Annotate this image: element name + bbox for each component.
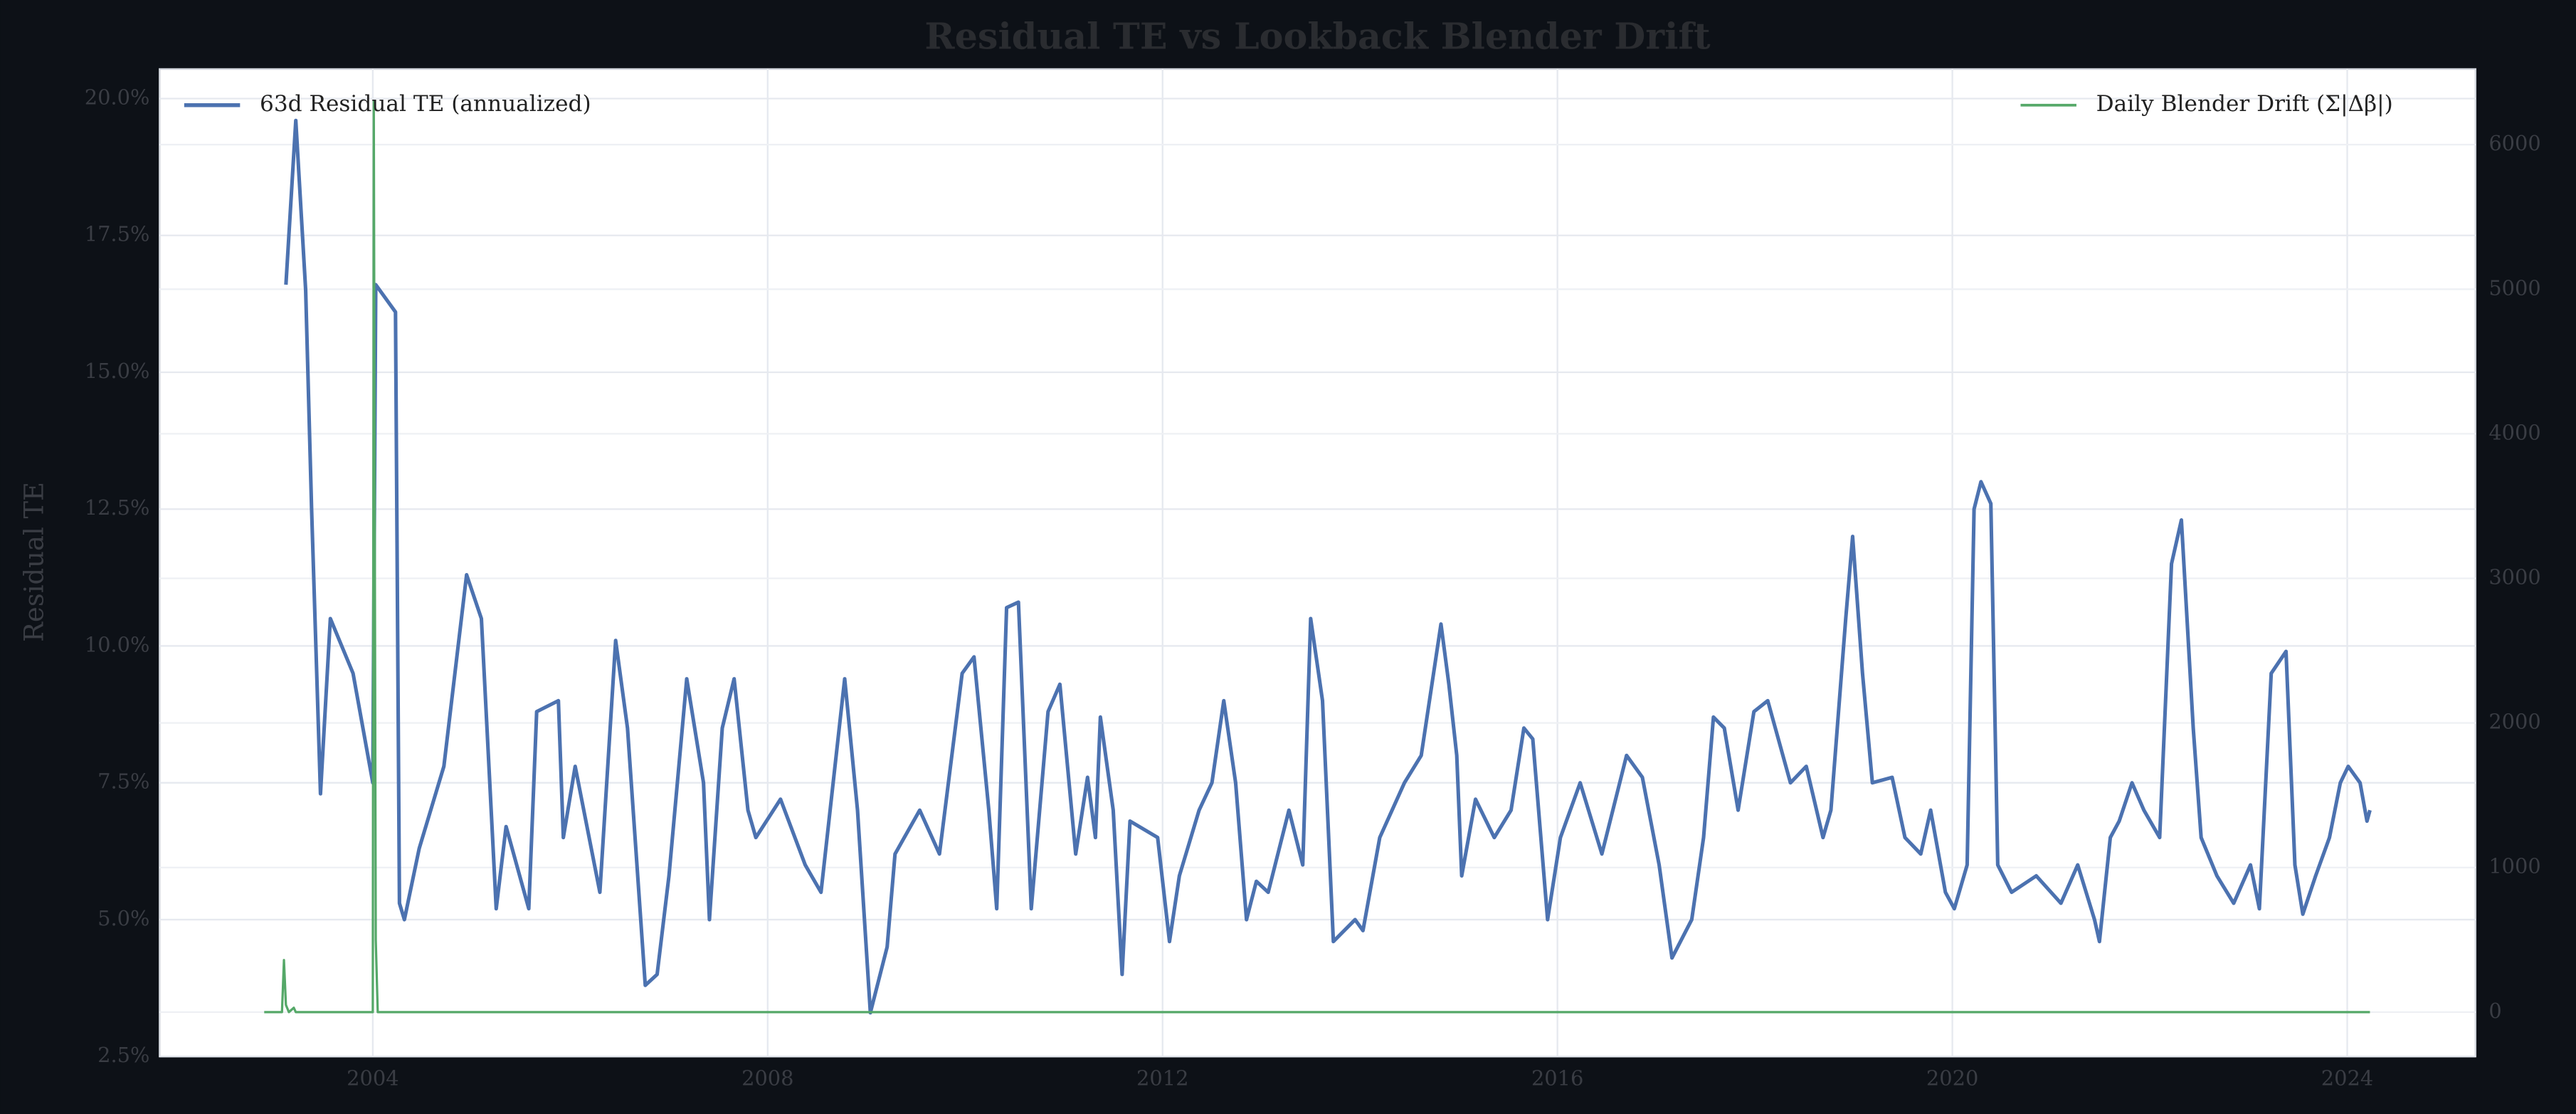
y-tick-label: 7.5% — [97, 769, 149, 794]
y-tick-label: 5.0% — [97, 906, 149, 930]
y-tick-label: 20.0% — [85, 85, 150, 109]
series-line — [284, 118, 2372, 1015]
x-tick-label: 2020 — [1926, 1066, 1978, 1091]
y2-tick-label: 3000 — [2488, 565, 2540, 589]
y-tick-label: 17.5% — [85, 222, 150, 246]
series-line — [264, 100, 2370, 1014]
y2-tick-label: 6000 — [2488, 131, 2540, 155]
y-tick-label: 10.0% — [85, 632, 150, 656]
y-tick-label: 12.5% — [85, 495, 150, 520]
y2-tick-label: 0 — [2488, 999, 2501, 1023]
labels: 2004 2008 2012 2016 2020 2024 2.5% 5.0% 7.5% 10.0… — [85, 85, 2541, 1090]
y2-tick-label: 1000 — [2488, 854, 2540, 878]
x-tick-label: 2016 — [1531, 1066, 1583, 1091]
x-tick-label: 2024 — [2321, 1066, 2373, 1091]
y-axis-label: Residual TE — [19, 482, 50, 642]
marks — [264, 100, 2372, 1015]
y2-tick-label: 4000 — [2488, 420, 2540, 444]
legend-label: 63d Residual TE (annualized) — [260, 91, 591, 117]
y2-tick-label: 5000 — [2488, 275, 2540, 300]
x-tick-label: 2012 — [1136, 1066, 1188, 1091]
x-tick-label: 2008 — [741, 1066, 793, 1091]
chart-title: Residual TE vs Lookback Blender Drift — [924, 14, 1711, 57]
legend-label: Daily Blender Drift (Σ|Δβ|) — [2096, 91, 2393, 117]
y-tick-label: 15.0% — [85, 359, 150, 383]
y-tick-label: 2.5% — [97, 1043, 149, 1067]
y2-tick-label: 2000 — [2488, 710, 2540, 734]
plot-area — [159, 68, 2477, 1058]
x-tick-label: 2004 — [347, 1066, 398, 1091]
